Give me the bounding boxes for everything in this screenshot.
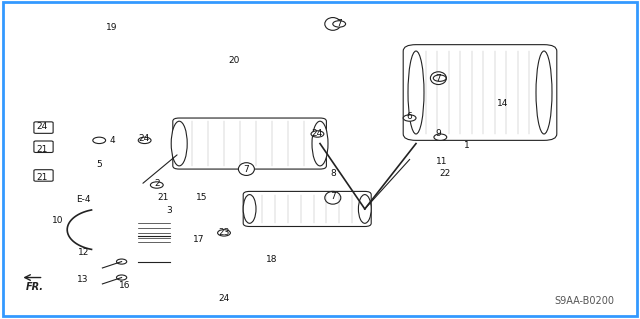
Ellipse shape <box>325 191 341 204</box>
Circle shape <box>403 115 416 121</box>
FancyBboxPatch shape <box>34 170 53 181</box>
Text: 11: 11 <box>436 157 447 166</box>
Text: 18: 18 <box>266 256 278 264</box>
Text: 8: 8 <box>330 169 335 178</box>
Text: 13: 13 <box>77 275 89 284</box>
Circle shape <box>116 259 127 264</box>
Circle shape <box>138 137 151 144</box>
Circle shape <box>218 230 230 236</box>
Ellipse shape <box>358 195 371 223</box>
Ellipse shape <box>243 195 256 223</box>
Text: 17: 17 <box>193 235 204 244</box>
Text: 7: 7 <box>330 192 335 201</box>
Text: E-4: E-4 <box>76 195 90 204</box>
Text: 4: 4 <box>109 136 115 145</box>
Text: 7: 7 <box>436 74 441 83</box>
FancyBboxPatch shape <box>34 141 53 152</box>
Text: 24: 24 <box>138 134 150 143</box>
Circle shape <box>434 134 447 140</box>
Text: 24: 24 <box>36 122 47 130</box>
Ellipse shape <box>536 51 552 134</box>
Text: FR.: FR. <box>26 282 44 292</box>
FancyBboxPatch shape <box>173 118 326 169</box>
Circle shape <box>116 275 127 280</box>
Text: 14: 14 <box>497 99 508 108</box>
Text: 19: 19 <box>106 23 118 32</box>
FancyBboxPatch shape <box>403 45 557 140</box>
Ellipse shape <box>172 121 188 166</box>
Text: 12: 12 <box>77 248 89 256</box>
Text: 21: 21 <box>36 145 47 154</box>
Text: 7: 7 <box>244 165 249 174</box>
Text: 24: 24 <box>218 294 230 303</box>
Text: 22: 22 <box>439 169 451 178</box>
Circle shape <box>150 182 163 188</box>
Text: 16: 16 <box>119 281 131 290</box>
Ellipse shape <box>408 51 424 134</box>
Text: 2: 2 <box>154 179 159 188</box>
FancyBboxPatch shape <box>243 191 371 226</box>
Text: 7: 7 <box>337 19 342 28</box>
Text: 9: 9 <box>436 130 441 138</box>
Text: 24: 24 <box>311 130 323 138</box>
Text: 15: 15 <box>196 193 207 202</box>
Text: 20: 20 <box>228 56 239 65</box>
Ellipse shape <box>431 72 447 85</box>
Circle shape <box>333 21 346 27</box>
Ellipse shape <box>312 121 328 166</box>
Ellipse shape <box>238 163 255 175</box>
FancyBboxPatch shape <box>34 122 53 133</box>
Text: 21: 21 <box>157 193 169 202</box>
Circle shape <box>311 131 324 137</box>
Text: 10: 10 <box>52 216 63 225</box>
Text: 1: 1 <box>465 141 470 150</box>
Text: 21: 21 <box>36 173 47 182</box>
Text: S9AA-B0200: S9AA-B0200 <box>554 296 614 306</box>
Circle shape <box>93 137 106 144</box>
Text: 6: 6 <box>407 112 412 121</box>
Circle shape <box>433 75 446 81</box>
Ellipse shape <box>325 18 341 30</box>
Text: 23: 23 <box>218 228 230 237</box>
Text: 5: 5 <box>97 160 102 169</box>
Text: 3: 3 <box>167 206 172 215</box>
